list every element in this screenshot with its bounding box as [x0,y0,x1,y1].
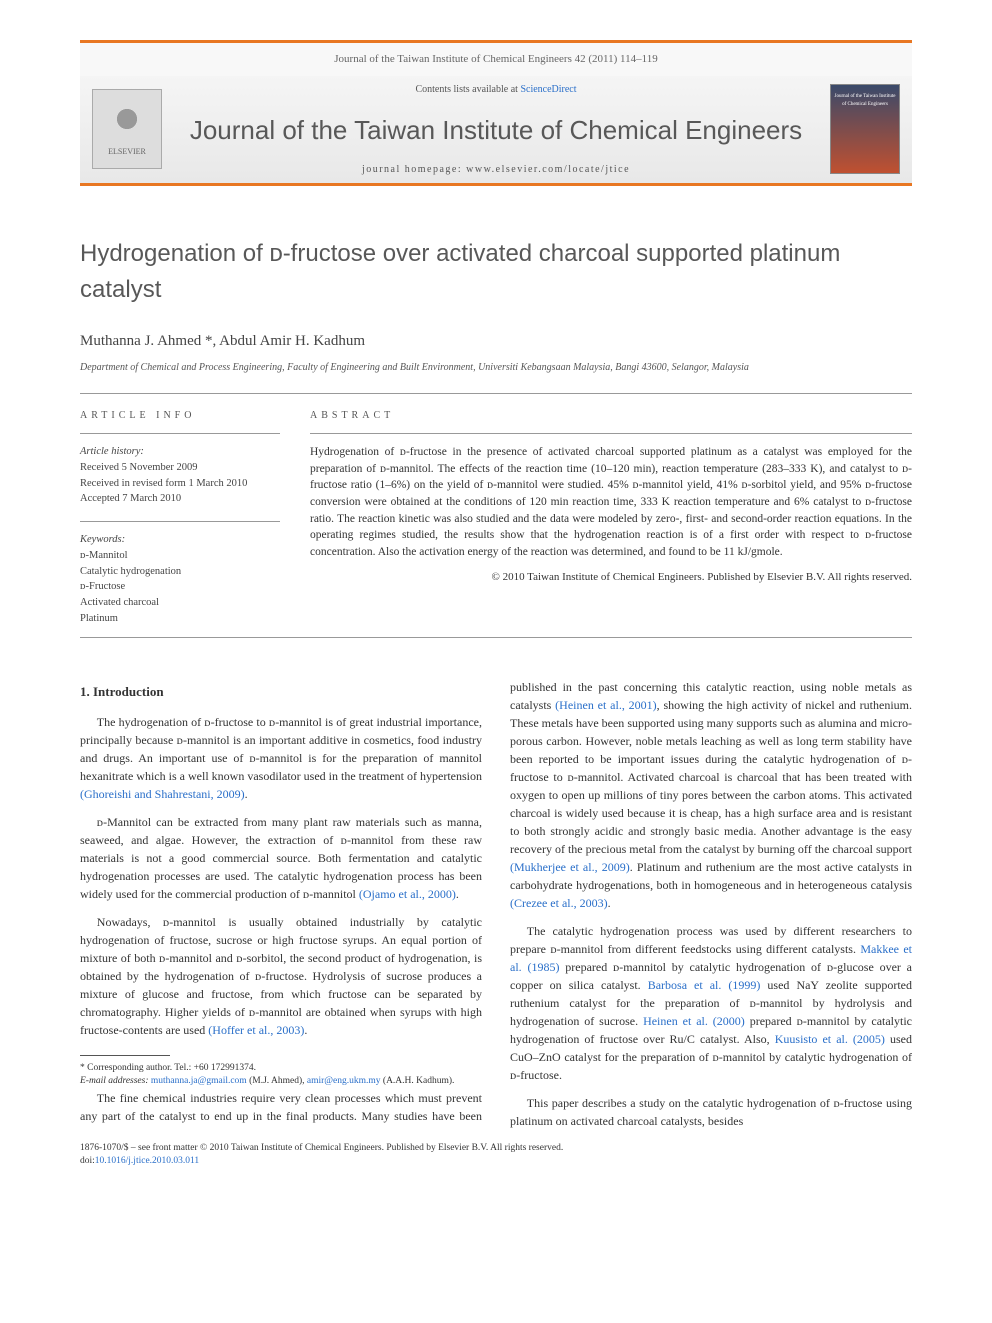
keywords-block: Keywords: ᴅ-Mannitol Catalytic hydrogena… [80,532,280,627]
contents-line: Contents lists available at ScienceDirec… [174,82,818,97]
abstract-text: Hydrogenation of ᴅ-fructose in the prese… [310,444,912,561]
history-received: Received 5 November 2009 [80,460,280,476]
history-label: Article history: [80,444,280,460]
abstract-divider [310,433,912,434]
footer-block: 1876-1070/$ – see front matter © 2010 Ta… [80,1142,912,1169]
sciencedirect-link[interactable]: ScienceDirect [520,84,576,95]
ref-link-9[interactable]: Heinen et al. (2000) [643,1014,745,1028]
affiliation: Department of Chemical and Process Engin… [80,360,912,375]
elsevier-logo: ELSEVIER [92,89,162,169]
ref-link-2[interactable]: (Ojamo et al., 2000) [359,887,456,901]
ref-link-5[interactable]: (Mukherjee et al., 2009) [510,860,630,874]
elsevier-label: ELSEVIER [108,146,146,158]
abstract-label: ABSTRACT [310,408,912,423]
elsevier-tree-icon [107,101,147,146]
divider-bottom [80,637,912,638]
journal-cover-thumb: Journal of the Taiwan Institute of Chemi… [830,84,900,174]
keyword-1: Catalytic hydrogenation [80,564,280,580]
ref-link-6[interactable]: (Crezee et al., 2003) [510,896,608,910]
keyword-0: ᴅ-Mannitol [80,548,280,564]
article-info-label: ARTICLE INFO [80,408,280,423]
article-info-column: ARTICLE INFO Article history: Received 5… [80,408,280,627]
journal-reference: Journal of the Taiwan Institute of Chemi… [334,53,657,65]
para-3: Nowadays, ᴅ-mannitol is usually obtained… [80,913,482,1039]
footnote-block: * Corresponding author. Tel.: +60 172991… [80,1055,482,1089]
journal-reference-bar: Journal of the Taiwan Institute of Chemi… [80,40,912,76]
info-abstract-row: ARTICLE INFO Article history: Received 5… [80,408,912,627]
footer-copyright: 1876-1070/$ – see front matter © 2010 Ta… [80,1142,912,1155]
para-2: ᴅ-Mannitol can be extracted from many pl… [80,813,482,903]
keyword-4: Platinum [80,611,280,627]
divider-top [80,393,912,394]
ref-link-3[interactable]: (Hoffer et al., 2003) [208,1023,304,1037]
history-revised: Received in revised form 1 March 2010 [80,476,280,492]
article-title: Hydrogenation of ᴅ-fructose over activat… [80,236,912,308]
footer-doi: doi:10.1016/j.jtice.2010.03.011 [80,1155,912,1168]
keyword-2: ᴅ-Fructose [80,579,280,595]
article-history: Article history: Received 5 November 200… [80,444,280,507]
abstract-column: ABSTRACT Hydrogenation of ᴅ-fructose in … [310,408,912,627]
journal-homepage: journal homepage: www.elsevier.com/locat… [174,162,818,177]
body-text: 1. Introduction The hydrogenation of ᴅ-f… [80,678,912,1133]
authors: Muthanna J. Ahmed *, Abdul Amir H. Kadhu… [80,330,912,353]
journal-title: Journal of the Taiwan Institute of Chemi… [174,111,818,150]
history-accepted: Accepted 7 March 2010 [80,491,280,507]
article-area: Hydrogenation of ᴅ-fructose over activat… [80,236,912,1133]
keyword-3: Activated charcoal [80,595,280,611]
para-5: The catalytic hydrogenation process was … [510,922,912,1084]
banner-center: Contents lists available at ScienceDirec… [174,82,818,177]
email-addresses: E-mail addresses: muthanna.ja@gmail.com … [80,1075,482,1088]
corresponding-author: * Corresponding author. Tel.: +60 172991… [80,1062,482,1075]
email-label: E-mail addresses: [80,1076,151,1086]
email-link-2[interactable]: amir@eng.ukm.my [307,1076,381,1086]
cover-thumb-text: Journal of the Taiwan Institute of Chemi… [831,91,899,110]
abstract-copyright: © 2010 Taiwan Institute of Chemical Engi… [310,569,912,586]
ref-link-4[interactable]: (Heinen et al., 2001) [555,698,656,712]
info-divider-2 [80,521,280,522]
info-divider-1 [80,433,280,434]
para-6: This paper describes a study on the cata… [510,1094,912,1130]
ref-link-1[interactable]: (Ghoreishi and Shahrestani, 2009) [80,787,245,801]
keywords-label: Keywords: [80,532,280,548]
ref-link-10[interactable]: Kuusisto et al. (2005) [775,1032,885,1046]
footnote-separator [80,1055,170,1056]
contents-prefix: Contents lists available at [415,84,520,95]
section-heading-1: 1. Introduction [80,682,482,702]
doi-link[interactable]: 10.1016/j.jtice.2010.03.011 [95,1156,199,1166]
email-link-1[interactable]: muthanna.ja@gmail.com [151,1076,247,1086]
para-1: The hydrogenation of ᴅ-fructose to ᴅ-man… [80,713,482,803]
ref-link-8[interactable]: Barbosa et al. (1999) [648,978,761,992]
journal-banner: ELSEVIER Contents lists available at Sci… [80,76,912,186]
